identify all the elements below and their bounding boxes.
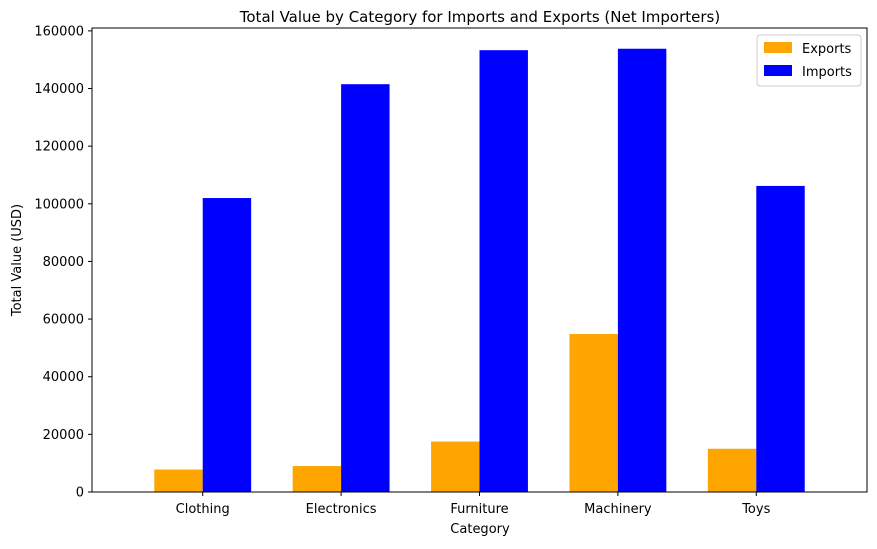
legend-swatch-imports: [764, 65, 792, 76]
legend-label-imports: Imports: [802, 65, 852, 80]
legend-label-exports: Exports: [802, 42, 852, 57]
y-tick-label: 120000: [34, 140, 84, 155]
bar-exports-furniture: [431, 441, 480, 492]
y-tick-label: 160000: [34, 24, 84, 39]
bars-layer: [154, 48, 805, 493]
y-tick-label: 140000: [34, 82, 84, 97]
legend-swatch-exports: [764, 42, 792, 53]
bar-exports-electronics: [292, 466, 342, 492]
bar-exports-clothing: [154, 469, 203, 492]
y-axis: 0 20000 40000 60000 80000 100000 120000 140000 1…: [34, 24, 92, 501]
x-tick-label: Toys: [741, 502, 770, 517]
plot-frame: [91, 27, 868, 493]
x-tick-label: Electronics: [306, 502, 377, 517]
y-axis-title: Total Value (USD): [10, 204, 25, 317]
y-tick-label: 100000: [34, 197, 84, 212]
y-tick-label: 80000: [43, 255, 84, 270]
bar-exports-machinery: [569, 334, 618, 492]
bar-imports-electronics: [341, 84, 390, 492]
legend: Exports Imports: [756, 34, 862, 87]
bar-exports-toys: [707, 448, 757, 492]
bar-imports-toys: [756, 185, 805, 492]
y-tick-label: 20000: [43, 428, 84, 443]
x-axis: Clothing Electronics Furniture Machinery Toy…: [176, 492, 771, 517]
bar-imports-furniture: [479, 50, 528, 492]
x-tick-label: Machinery: [584, 502, 652, 517]
y-tick-label: 60000: [43, 313, 84, 328]
x-axis-title: Category: [450, 522, 510, 537]
bar-imports-clothing: [202, 198, 252, 492]
x-tick-label: Clothing: [176, 502, 230, 517]
chart-title: Total Value by Category for Imports and …: [239, 8, 720, 26]
bar-imports-machinery: [617, 48, 667, 493]
x-tick-label: Furniture: [450, 502, 508, 517]
y-tick-label: 0: [76, 486, 84, 501]
y-tick-label: 40000: [43, 370, 84, 385]
